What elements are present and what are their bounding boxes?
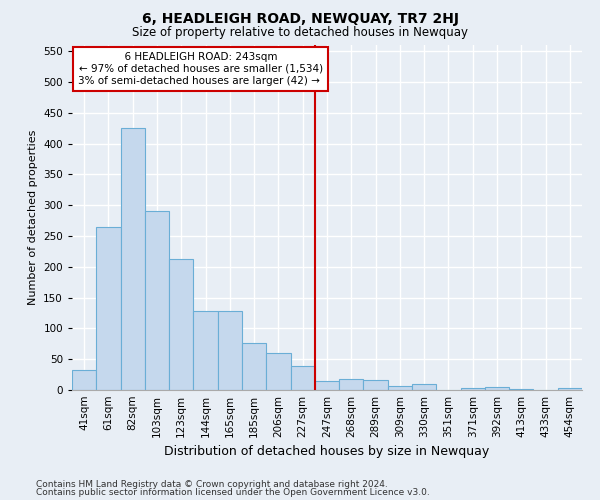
X-axis label: Distribution of detached houses by size in Newquay: Distribution of detached houses by size …	[164, 446, 490, 458]
Bar	[193, 311, 218, 390]
Bar	[485, 387, 509, 390]
Text: Size of property relative to detached houses in Newquay: Size of property relative to detached ho…	[132, 26, 468, 39]
Bar	[364, 380, 388, 390]
Bar	[290, 366, 315, 390]
Bar	[412, 384, 436, 390]
Bar	[218, 311, 242, 390]
Bar	[242, 343, 266, 390]
Bar	[169, 260, 193, 390]
Bar	[72, 370, 96, 390]
Bar	[558, 388, 582, 390]
Text: Contains HM Land Registry data © Crown copyright and database right 2024.: Contains HM Land Registry data © Crown c…	[36, 480, 388, 489]
Text: 6 HEADLEIGH ROAD: 243sqm  
← 97% of detached houses are smaller (1,534)
3% of se: 6 HEADLEIGH ROAD: 243sqm ← 97% of detach…	[78, 52, 323, 86]
Text: Contains public sector information licensed under the Open Government Licence v3: Contains public sector information licen…	[36, 488, 430, 497]
Bar	[266, 353, 290, 390]
Bar	[461, 388, 485, 390]
Text: 6, HEADLEIGH ROAD, NEWQUAY, TR7 2HJ: 6, HEADLEIGH ROAD, NEWQUAY, TR7 2HJ	[142, 12, 458, 26]
Bar	[339, 379, 364, 390]
Bar	[388, 386, 412, 390]
Bar	[96, 226, 121, 390]
Bar	[121, 128, 145, 390]
Bar	[315, 382, 339, 390]
Y-axis label: Number of detached properties: Number of detached properties	[28, 130, 38, 305]
Bar	[145, 212, 169, 390]
